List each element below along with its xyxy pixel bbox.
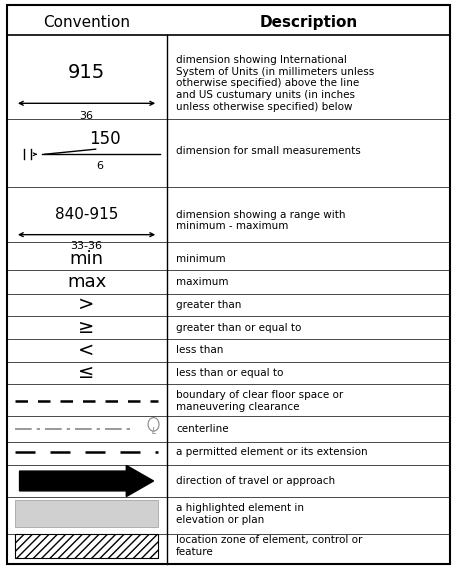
Text: <: < [78, 341, 95, 360]
Text: max: max [67, 273, 106, 291]
Text: greater than: greater than [176, 300, 242, 310]
Text: 915: 915 [68, 63, 105, 82]
Text: boundary of clear floor space or
maneuvering clearance: boundary of clear floor space or maneuve… [176, 390, 344, 412]
Text: maximum: maximum [176, 277, 229, 287]
Text: less than: less than [176, 345, 223, 355]
Text: 33-36: 33-36 [70, 241, 102, 251]
Text: >: > [78, 295, 95, 315]
Text: Convention: Convention [43, 15, 131, 30]
Text: location zone of element, control or
feature: location zone of element, control or fea… [176, 535, 363, 557]
Bar [15, 500, 158, 527]
Bar [15, 534, 158, 558]
Text: dimension showing a range with
minimum - maximum: dimension showing a range with minimum -… [176, 210, 346, 232]
Text: a highlighted element in
elevation or plan: a highlighted element in elevation or pl… [176, 503, 304, 525]
Text: ≥: ≥ [78, 318, 95, 337]
Text: 840-915: 840-915 [55, 207, 118, 222]
Text: L: L [152, 427, 157, 436]
Text: dimension showing International
System of Units (in millimeters unless
otherwise: dimension showing International System o… [176, 55, 375, 112]
Text: Description: Description [260, 15, 358, 30]
Text: greater than or equal to: greater than or equal to [176, 323, 302, 332]
Text: centerline: centerline [176, 424, 229, 434]
Text: 150: 150 [89, 130, 121, 148]
Text: minimum: minimum [176, 254, 226, 264]
Text: dimension for small measurements: dimension for small measurements [176, 146, 361, 156]
Text: less than or equal to: less than or equal to [176, 368, 284, 378]
Text: min: min [69, 250, 104, 268]
Text: 6: 6 [97, 160, 104, 171]
Text: ≤: ≤ [78, 364, 95, 382]
FancyArrow shape [20, 465, 154, 497]
Text: a permitted element or its extension: a permitted element or its extension [176, 447, 368, 456]
Text: direction of travel or approach: direction of travel or approach [176, 476, 335, 486]
Text: 36: 36 [80, 111, 94, 121]
